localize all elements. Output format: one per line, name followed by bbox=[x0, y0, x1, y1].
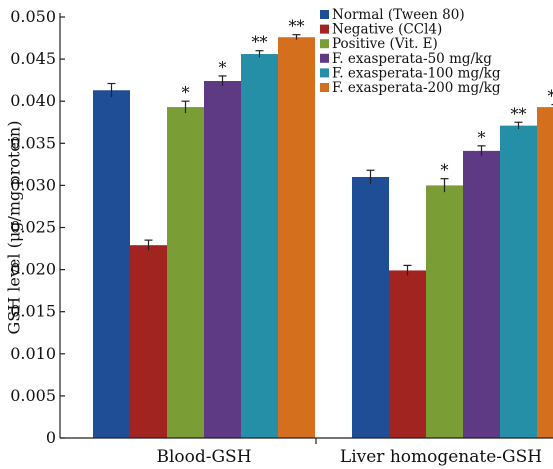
legend-swatch-1 bbox=[320, 10, 329, 19]
bar-blood-series-2 bbox=[130, 245, 167, 438]
legend-swatch-3 bbox=[320, 39, 329, 49]
bar-liver-series-6 bbox=[537, 107, 553, 439]
y-tick-label: 0 bbox=[46, 428, 56, 447]
y-tick-label: 0.025 bbox=[10, 218, 56, 237]
legend-swatch-4 bbox=[320, 53, 329, 63]
y-tick-label: 0.030 bbox=[10, 175, 56, 194]
y-axis-title: GSH level (μg/mg protein) bbox=[5, 121, 24, 335]
significance-label: ** bbox=[289, 17, 305, 36]
legend-swatch-6 bbox=[320, 83, 329, 92]
bar-liver-series-4 bbox=[463, 150, 500, 439]
legend-label-5: F. exasperata-100 mg/kg bbox=[332, 65, 501, 81]
significance-label: ** bbox=[252, 33, 268, 52]
bar-liver-series-2 bbox=[389, 270, 426, 438]
bar-liver-series-5 bbox=[500, 125, 537, 439]
significance-label: ** bbox=[548, 87, 553, 106]
legend-label-6: F. exasperata-200 mg/kg bbox=[332, 80, 501, 96]
y-tick-label: 0.035 bbox=[10, 133, 56, 152]
category-label: Liver homogenate-GSH bbox=[340, 447, 542, 467]
y-tick-label: 0.010 bbox=[10, 344, 56, 363]
axes-layer: 0 0.005 0.010 0.015 0.020 0.025 0.030 0.035 0.04… bbox=[5, 7, 553, 467]
bar-blood-series-4 bbox=[204, 80, 241, 438]
y-tick-label: 0.015 bbox=[10, 302, 56, 321]
legend: Normal (Tween 80)Negative (CCl4)Positive… bbox=[320, 7, 501, 96]
significance-label: ** bbox=[511, 104, 527, 123]
bar-blood-series-3 bbox=[167, 107, 204, 439]
bar-blood-series-5 bbox=[241, 54, 278, 438]
legend-label-3: Positive (Vit. E) bbox=[332, 36, 438, 52]
significance-label: * bbox=[441, 161, 449, 180]
bar-liver-series-3 bbox=[426, 185, 463, 438]
bar-blood-series-6 bbox=[278, 37, 315, 438]
y-tick-label: 0.040 bbox=[10, 91, 56, 110]
bars-layer: ************ bbox=[93, 17, 553, 439]
y-tick-label: 0.045 bbox=[10, 49, 56, 68]
legend-swatch-2 bbox=[320, 24, 329, 34]
bar-blood-series-1 bbox=[93, 90, 130, 438]
significance-label: * bbox=[478, 128, 486, 147]
legend-swatch-5 bbox=[320, 68, 329, 78]
legend-label-2: Negative (CCl4) bbox=[332, 22, 442, 38]
y-tick-label: 0.050 bbox=[10, 7, 56, 26]
legend-label-1: Normal (Tween 80) bbox=[332, 7, 465, 23]
category-label: Blood-GSH bbox=[156, 447, 251, 467]
y-tick-label: 0.020 bbox=[10, 260, 56, 279]
legend-label-4: F. exasperata-50 mg/kg bbox=[332, 51, 492, 67]
y-tick-label: 0.005 bbox=[10, 386, 56, 405]
significance-label: * bbox=[219, 58, 227, 77]
bar-liver-series-1 bbox=[352, 176, 389, 439]
significance-label: * bbox=[182, 83, 190, 102]
